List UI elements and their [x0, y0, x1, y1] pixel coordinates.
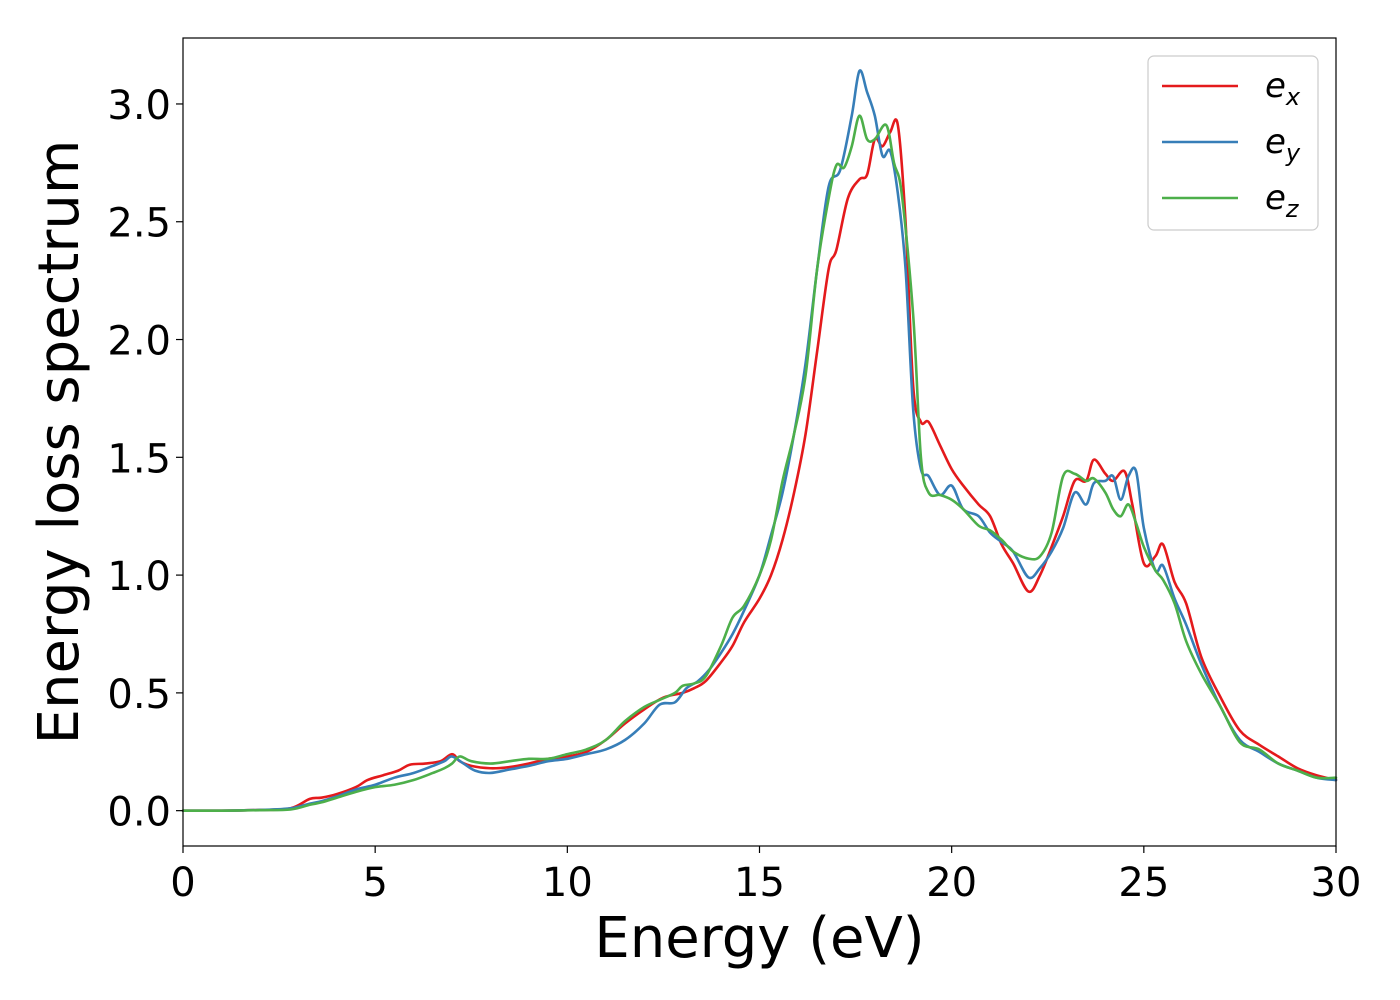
- series-line-z: [181, 114, 1338, 812]
- y-tick-label: 1.5: [107, 436, 171, 482]
- y-axis-ticks: 0.0 0.5 1.0 1.5 2.0 2.5 3.0: [107, 83, 183, 836]
- y-tick-label: 2.5: [107, 201, 171, 247]
- y-tick-label: 2.0: [107, 319, 171, 365]
- series-line-y: [181, 69, 1338, 813]
- legend-label-subscript: y: [1285, 139, 1301, 167]
- y-tick-label: 0.5: [107, 672, 171, 718]
- y-tick-label: 3.0: [107, 83, 171, 129]
- legend-label-base: e: [1265, 178, 1286, 218]
- plot-area: [183, 38, 1336, 846]
- x-tick-label: 5: [362, 860, 387, 906]
- series-layer: [181, 69, 1338, 813]
- legend-label-subscript: x: [1285, 83, 1301, 111]
- legend-label-x: ex: [1265, 66, 1301, 111]
- x-tick-label: 10: [542, 860, 593, 906]
- y-tick-label: 1.0: [107, 554, 171, 600]
- legend-label-z: ez: [1265, 178, 1300, 223]
- x-tick-label: 0: [170, 860, 195, 906]
- y-axis-label: Energy loss spectrum: [27, 140, 92, 745]
- x-axis-ticks: 0 5 10 15 20 25 30: [170, 846, 1361, 906]
- x-axis-label: Energy (eV): [594, 906, 924, 971]
- legend-label-y: ey: [1265, 122, 1301, 167]
- x-tick-label: 25: [1118, 860, 1169, 906]
- x-tick-label: 30: [1311, 860, 1362, 906]
- x-tick-label: 20: [926, 860, 977, 906]
- x-tick-label: 15: [734, 860, 785, 906]
- y-tick-label: 0.0: [107, 790, 171, 836]
- legend-label-base: e: [1265, 122, 1286, 162]
- legend-label-base: e: [1265, 66, 1286, 106]
- series-line-x: [181, 118, 1338, 813]
- legend-label-subscript: z: [1285, 195, 1300, 223]
